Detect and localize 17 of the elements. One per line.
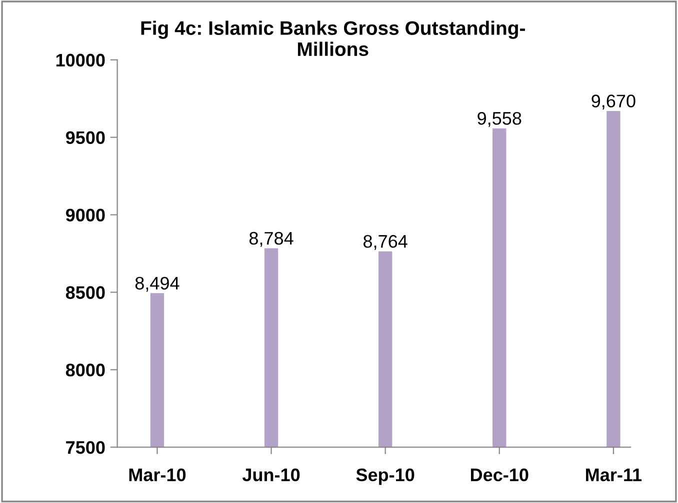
y-tick-label: 10000	[56, 54, 105, 67]
data-label: 8,784	[249, 232, 294, 247]
y-tick-label: 9000	[66, 208, 105, 222]
data-label: 8,494	[135, 276, 180, 292]
data-label: 9,558	[478, 112, 522, 127]
x-tick-label: Jun-10	[242, 468, 300, 482]
data-label: 9,670	[592, 94, 636, 110]
data-label: 8,764	[364, 234, 408, 250]
x-tick-label: Sep-10	[356, 468, 414, 485]
chart-title: Fig 4c: Islamic Banks Gross Outstanding- Millions	[141, 20, 525, 56]
x-tick-label: Dec-10	[470, 468, 528, 482]
y-tick-label: 8000	[66, 364, 105, 376]
y-tick-label: 9500	[66, 131, 105, 144]
y-tick-label: 7500	[66, 441, 105, 454]
x-tick-label: Mar-11	[586, 468, 642, 482]
y-tick-label: 8500	[66, 286, 105, 299]
x-tick-label: Mar-10	[129, 468, 186, 482]
